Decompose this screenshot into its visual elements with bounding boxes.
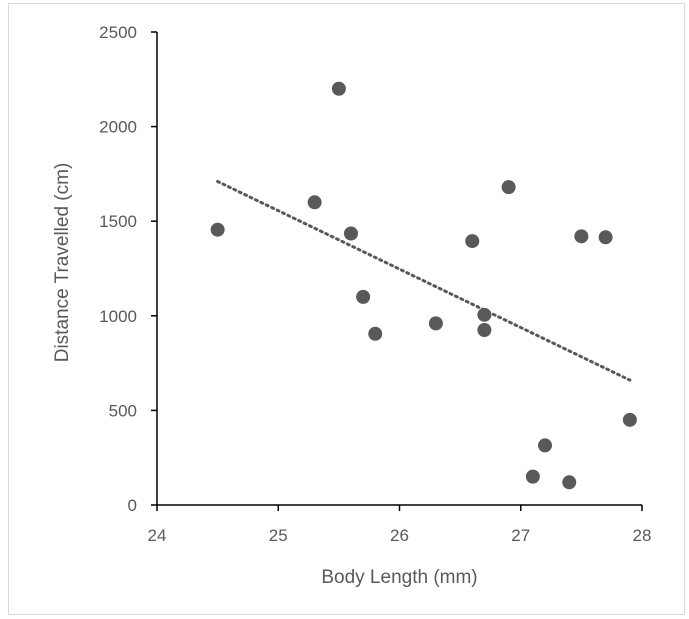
data-point [574,229,589,244]
data-point [501,180,516,195]
data-point [331,81,346,96]
trendline [216,179,632,382]
data-point [622,412,637,427]
y-tick-label: 2500 [99,23,137,42]
y-tick-label: 2000 [99,118,137,137]
data-point [562,475,577,490]
x-tick-label: 27 [511,526,530,545]
data-point [477,322,492,337]
x-tick-label: 24 [148,526,167,545]
x-tick-label: 25 [269,526,288,545]
x-axis-title: Body Length (mm) [321,567,477,588]
data-point [344,226,358,241]
y-tick-label: 500 [109,401,137,420]
data-point [477,307,492,322]
data-point [428,316,443,331]
data-point [538,438,552,453]
y-tick-label: 0 [128,496,137,515]
chart-frame [8,3,685,615]
data-point [356,289,371,304]
data-point [465,234,480,249]
data-point [210,222,225,237]
data-point [307,195,322,210]
y-axis-title: Distance Travelled (cm) [52,163,73,363]
data-point [368,326,383,341]
y-tick-label: 1000 [99,307,137,326]
y-tick-label: 1500 [99,212,137,231]
data-point [598,230,613,245]
x-tick-label: 28 [633,526,652,545]
x-tick-label: 26 [390,526,409,545]
data-point [525,469,540,484]
